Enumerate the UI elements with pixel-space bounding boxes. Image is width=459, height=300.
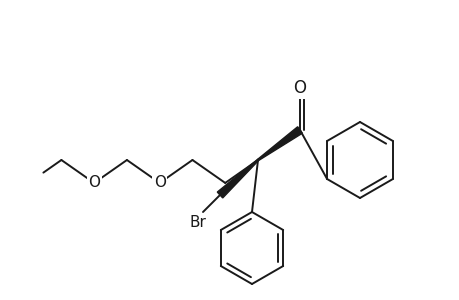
Text: Br: Br xyxy=(189,215,206,230)
Polygon shape xyxy=(217,159,258,198)
Text: O: O xyxy=(293,79,306,97)
Text: O: O xyxy=(153,176,165,190)
Polygon shape xyxy=(257,127,302,160)
Text: O: O xyxy=(88,176,100,190)
